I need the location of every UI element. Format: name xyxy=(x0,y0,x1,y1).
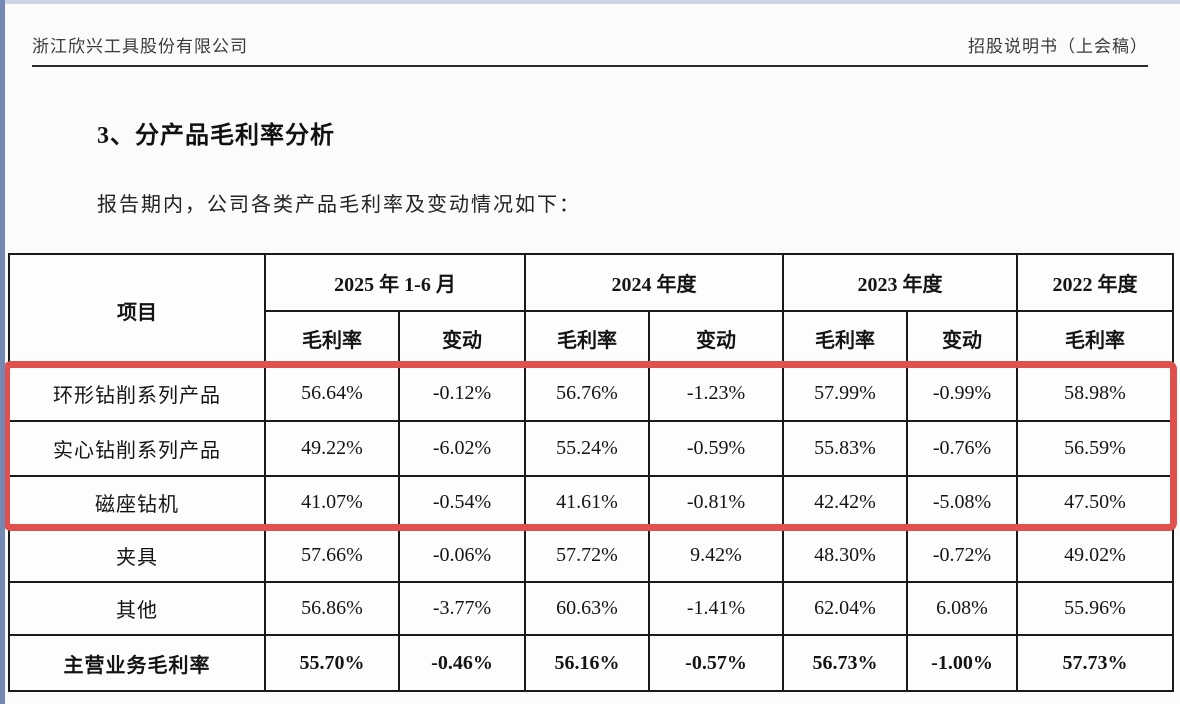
column-header-2025-margin: 毛利率 xyxy=(264,310,400,367)
table-row-main-business-total: 主营业务毛利率 55.70% -0.46% 56.16% -0.57% 56.7… xyxy=(8,634,1175,692)
column-header-2025-change: 变动 xyxy=(397,310,527,367)
column-header-2024-change: 变动 xyxy=(648,310,785,367)
desktop-edge-left xyxy=(0,0,5,704)
cell-value: 49.02% xyxy=(1016,528,1175,583)
column-group-2023: 2023 年度 xyxy=(782,253,1019,312)
cell-value: -0.54% xyxy=(397,475,527,530)
cell-value: -0.81% xyxy=(648,475,785,530)
cell-value: 58.98% xyxy=(1016,365,1175,422)
table-row-others: 其他 56.86% -3.77% 60.63% -1.41% 62.04% 6.… xyxy=(8,581,1175,636)
column-header-2024-margin: 毛利率 xyxy=(524,310,651,367)
intro-paragraph: 报告期内，公司各类产品毛利率及变动情况如下： xyxy=(97,194,581,216)
gross-margin-table-container: 项目 2025 年 1-6 月 2024 年度 2023 年度 2022 年度 … xyxy=(3,253,1177,692)
cell-value: 56.16% xyxy=(524,634,651,692)
cell-value: 56.59% xyxy=(1016,420,1175,477)
cell-value: 56.64% xyxy=(264,365,400,422)
cell-value: -0.72% xyxy=(906,528,1019,583)
column-group-2025: 2025 年 1-6 月 xyxy=(263,253,527,312)
cell-value: -5.08% xyxy=(906,475,1019,530)
cell-value: -0.59% xyxy=(648,420,785,477)
cell-value: 41.61% xyxy=(524,475,651,530)
cell-value: 56.76% xyxy=(524,365,651,422)
column-header-item: 项目 xyxy=(8,253,266,367)
cell-value: 56.73% xyxy=(782,634,909,692)
cell-value: 42.42% xyxy=(782,475,909,530)
cell-value: -1.41% xyxy=(648,581,785,636)
document-type-label: 招股说明书（上会稿） xyxy=(968,37,1148,56)
cell-value: -0.06% xyxy=(397,528,527,583)
cell-value: -0.12% xyxy=(397,365,527,422)
cell-value: 60.63% xyxy=(524,581,651,636)
cell-value: 62.04% xyxy=(782,581,909,636)
cell-value: 57.72% xyxy=(524,528,651,583)
document-header: 浙江欣兴工具股份有限公司 招股说明书（上会稿） xyxy=(32,0,1148,67)
cell-value: 57.73% xyxy=(1016,634,1175,692)
cell-value: 9.42% xyxy=(648,528,785,583)
cell-value: 57.99% xyxy=(782,365,909,422)
table-header-sub-row: 毛利率 变动 毛利率 变动 毛利率 变动 毛利率 xyxy=(9,310,1175,367)
column-group-2024: 2024 年度 xyxy=(524,253,785,312)
cell-value: -0.99% xyxy=(906,365,1019,422)
table-header-group-row: 项目 2025 年 1-6 月 2024 年度 2023 年度 2022 年度 xyxy=(8,253,1175,367)
cell-value: 49.22% xyxy=(264,420,400,477)
row-label: 其他 xyxy=(8,581,266,636)
desktop-edge-top xyxy=(0,0,1180,4)
cell-value: 55.70% xyxy=(264,634,400,692)
table-row-annular-drilling: 环形钻削系列产品 56.64% -0.12% 56.76% -1.23% 57.… xyxy=(8,365,1175,422)
column-group-2022: 2022 年度 xyxy=(1016,253,1175,312)
cell-value: 47.50% xyxy=(1016,475,1175,530)
column-header-2022-margin: 毛利率 xyxy=(1016,310,1175,367)
cell-value: 55.83% xyxy=(782,420,909,477)
table-row-fixtures: 夹具 57.66% -0.06% 57.72% 9.42% 48.30% -0.… xyxy=(8,528,1175,583)
column-header-2023-change: 变动 xyxy=(906,310,1019,367)
cell-value: 55.24% xyxy=(524,420,651,477)
cell-value: -0.76% xyxy=(906,420,1019,477)
cell-value: -1.23% xyxy=(648,365,785,422)
row-label: 夹具 xyxy=(8,528,266,583)
cell-value: 41.07% xyxy=(264,475,400,530)
cell-value: 6.08% xyxy=(906,581,1019,636)
row-label: 磁座钻机 xyxy=(8,475,266,530)
cell-value: -3.77% xyxy=(397,581,527,636)
cell-value: -0.46% xyxy=(397,634,527,692)
cell-value: 55.96% xyxy=(1016,581,1175,636)
section-heading: 3、分产品毛利率分析 xyxy=(97,123,335,149)
table-row-solid-drilling: 实心钻削系列产品 49.22% -6.02% 55.24% -0.59% 55.… xyxy=(8,420,1175,477)
row-label: 主营业务毛利率 xyxy=(8,634,266,692)
cell-value: 56.86% xyxy=(264,581,400,636)
company-name: 浙江欣兴工具股份有限公司 xyxy=(32,37,248,56)
row-label: 环形钻削系列产品 xyxy=(8,365,266,422)
row-label: 实心钻削系列产品 xyxy=(8,420,266,477)
table-row-magnetic-drill: 磁座钻机 41.07% -0.54% 41.61% -0.81% 42.42% … xyxy=(8,475,1175,530)
gross-margin-table: 项目 2025 年 1-6 月 2024 年度 2023 年度 2022 年度 … xyxy=(8,253,1175,692)
column-header-2023-margin: 毛利率 xyxy=(782,310,909,367)
cell-value: 57.66% xyxy=(264,528,400,583)
cell-value: -1.00% xyxy=(906,634,1019,692)
cell-value: -6.02% xyxy=(397,420,527,477)
cell-value: -0.57% xyxy=(648,634,785,692)
cell-value: 48.30% xyxy=(782,528,909,583)
